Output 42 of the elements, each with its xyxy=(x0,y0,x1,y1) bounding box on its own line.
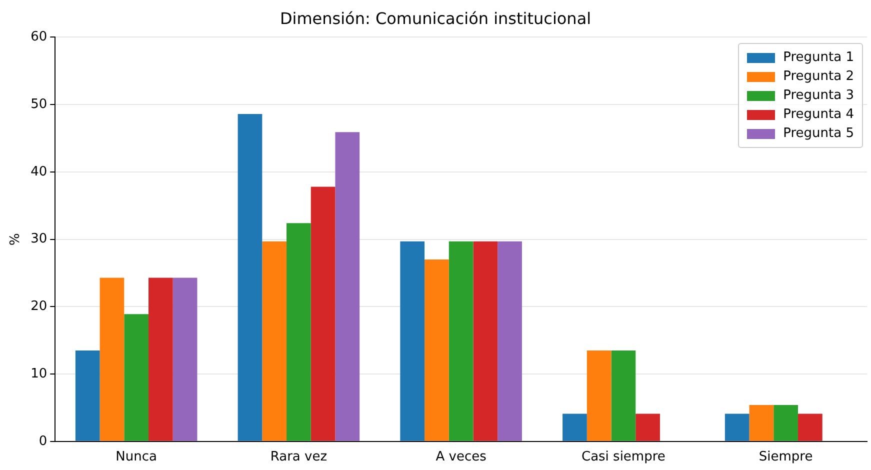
legend-label: Pregunta 5 xyxy=(783,126,854,142)
y-tick-label: 50 xyxy=(30,96,48,112)
bar xyxy=(473,241,498,441)
bar xyxy=(774,405,798,441)
bar xyxy=(448,241,474,441)
bar xyxy=(172,278,198,441)
bar xyxy=(400,241,425,441)
bar xyxy=(75,350,100,441)
bar xyxy=(586,350,612,441)
x-tick-label: Casi siempre xyxy=(581,450,666,465)
y-tick-label: 30 xyxy=(30,232,48,247)
legend-label: Pregunta 2 xyxy=(783,69,854,84)
x-tick-label: Siempre xyxy=(758,450,813,465)
x-tick-label: A veces xyxy=(436,450,487,465)
bar xyxy=(286,223,311,441)
bar xyxy=(562,414,587,441)
bar xyxy=(798,414,822,441)
bar xyxy=(636,414,660,441)
x-tick-label: Nunca xyxy=(116,450,157,465)
y-tick-label: 0 xyxy=(38,434,48,449)
bar xyxy=(238,114,262,441)
chart-title: Dimensión: Comunicación institucional xyxy=(280,8,592,28)
bar xyxy=(262,241,287,441)
bar xyxy=(335,132,360,441)
bar xyxy=(611,350,636,441)
y-axis-title: % xyxy=(8,233,24,246)
y-tick-label: 60 xyxy=(30,30,48,45)
y-tick-label: 10 xyxy=(30,366,48,382)
legend-label: Pregunta 4 xyxy=(783,107,854,122)
legend-label: Pregunta 1 xyxy=(783,50,854,66)
legend-label: Pregunta 3 xyxy=(783,88,854,104)
bar xyxy=(310,186,336,441)
bar xyxy=(148,278,173,441)
bar xyxy=(100,278,124,441)
y-tick-label: 40 xyxy=(30,164,48,180)
x-tick-label: Rara vez xyxy=(270,450,328,465)
bar xyxy=(498,241,522,441)
y-tick-label: 20 xyxy=(30,299,48,314)
bar xyxy=(724,414,750,441)
bar xyxy=(424,260,449,441)
bar xyxy=(124,314,149,441)
bar xyxy=(749,405,774,441)
